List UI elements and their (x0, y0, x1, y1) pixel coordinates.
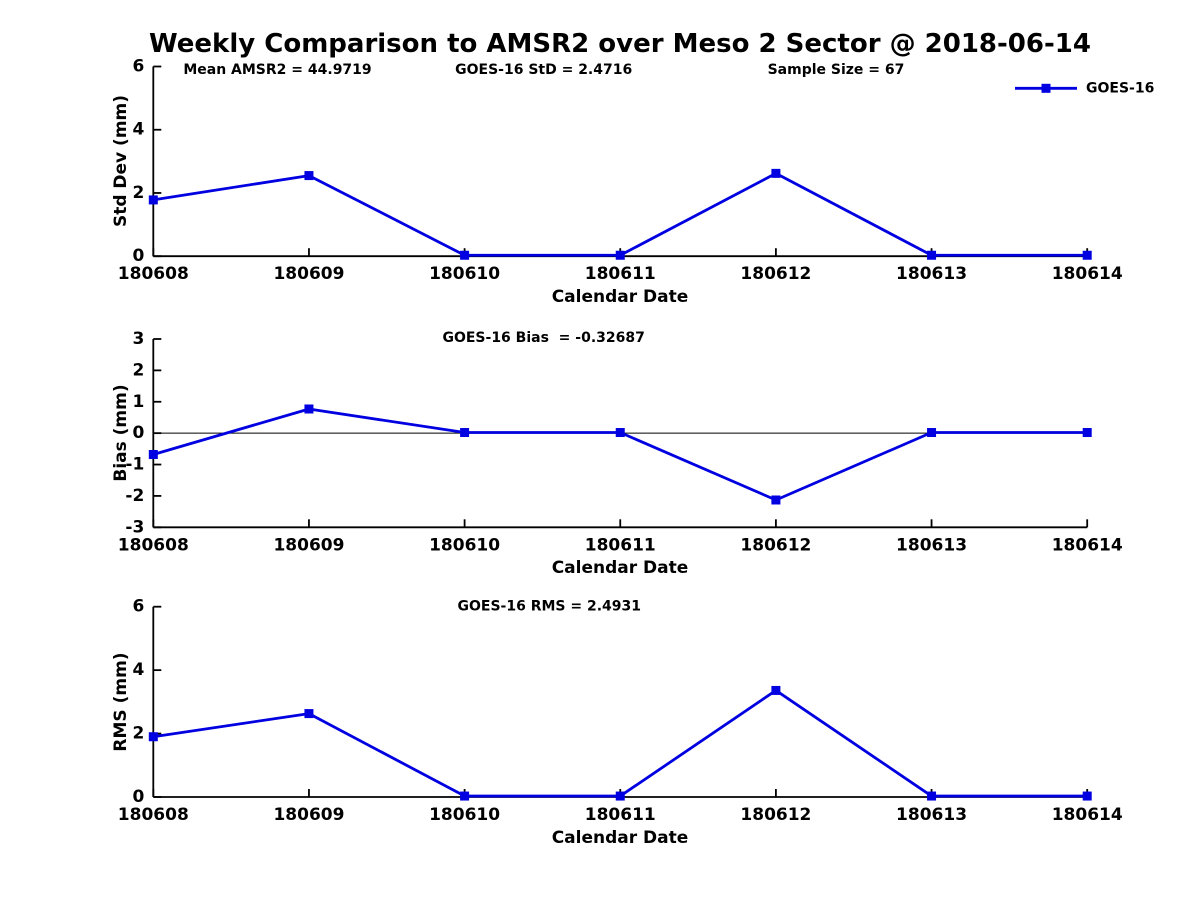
y-tick-label: 1 (132, 392, 144, 412)
data-point-marker (148, 732, 158, 742)
data-point-marker (771, 168, 781, 178)
x-tick-label: 180611 (585, 264, 656, 284)
x-tick-label: 180612 (740, 535, 811, 555)
y-tick-label: 6 (132, 597, 144, 617)
x-axis-label: Calendar Date (551, 287, 689, 307)
y-tick-label: 4 (132, 120, 144, 140)
data-point-marker (615, 428, 625, 438)
y-axis-label-std-dev: Std Dev (mm) (111, 94, 131, 228)
data-point-marker (771, 495, 781, 505)
data-point-marker (1082, 791, 1092, 801)
y-tick-label: -2 (125, 486, 144, 506)
data-point-marker (615, 250, 625, 260)
x-tick-label: 180608 (118, 805, 189, 825)
x-tick-label: 180612 (740, 805, 811, 825)
y-tick-label: 0 (132, 423, 144, 443)
data-point-marker (460, 250, 470, 260)
y-tick-label: 2 (132, 724, 144, 744)
annotation-text: GOES-16 RMS = 2.4931 (458, 599, 642, 615)
x-tick-label: 180608 (118, 535, 189, 555)
data-point-marker (1082, 428, 1092, 438)
y-tick-label: 2 (132, 183, 144, 203)
data-point-marker (771, 685, 781, 695)
std-dev-chart: 0 2 4 6 180608 180609 180610 180611 180612 180613… (118, 57, 1155, 285)
data-point-marker (148, 449, 158, 459)
rms-chart: 0 2 4 6 180608 180609 180610 180611 180612 180613… (118, 597, 1123, 825)
x-tick-label: 180614 (1052, 805, 1123, 825)
y-axis-label-rms: RMS (mm) (111, 652, 131, 752)
y-tick-label: 0 (132, 787, 144, 807)
x-tick-label: 180613 (896, 535, 967, 555)
bias-chart: -3 -2 -1 0 1 2 3 180608 180609 180610 180611 180612… (118, 329, 1123, 555)
x-axis-label: Calendar Date (551, 828, 689, 848)
annotation-text: GOES-16 StD = 2.4716 (455, 62, 632, 78)
data-point-marker (304, 171, 314, 181)
data-point-marker (1082, 250, 1092, 260)
annotation-text: Mean AMSR2 = 44.9719 (183, 62, 371, 78)
data-point-marker (304, 709, 314, 719)
annotation-text: Sample Size = 67 (768, 62, 905, 78)
y-tick-label: 2 (132, 360, 144, 380)
x-tick-label: 180611 (585, 535, 656, 555)
series-line (151, 407, 1089, 502)
y-tick-label: 0 (132, 246, 144, 266)
data-point-marker (304, 404, 314, 414)
x-tick-label: 180610 (429, 535, 500, 555)
annotation-text: GOES-16 Bias = -0.32687 (442, 330, 644, 346)
data-point-marker (148, 195, 158, 205)
legend-marker (1041, 83, 1051, 93)
series-line (151, 689, 1089, 798)
page-title: Weekly Comparison to AMSR2 over Meso 2 S… (149, 29, 1091, 59)
x-tick-label: 180610 (429, 264, 500, 284)
y-tick-label: -3 (125, 517, 144, 537)
x-tick-label: 180610 (429, 805, 500, 825)
x-tick-label: 180612 (740, 264, 811, 284)
data-point-marker (460, 791, 470, 801)
data-point-marker (927, 250, 937, 260)
data-point-marker (615, 791, 625, 801)
y-tick-label: 6 (132, 57, 144, 77)
x-tick-label: 180608 (118, 264, 189, 284)
y-tick-label: -1 (125, 455, 144, 475)
x-axis-label: Calendar Date (551, 558, 689, 578)
y-tick-label: 3 (132, 329, 144, 349)
series-line (151, 171, 1089, 257)
x-tick-label: 180609 (273, 805, 344, 825)
x-tick-label: 180614 (1052, 535, 1123, 555)
data-point-marker (927, 428, 937, 438)
x-tick-label: 180609 (273, 264, 344, 284)
y-tick-label: 4 (132, 660, 144, 680)
x-tick-label: 180609 (273, 535, 344, 555)
x-tick-label: 180613 (896, 805, 967, 825)
y-axis-label-bias: Bias (mm) (111, 384, 131, 482)
data-point-marker (927, 791, 937, 801)
x-tick-label: 180613 (896, 264, 967, 284)
data-point-marker (460, 428, 470, 438)
x-tick-label: 180614 (1052, 264, 1123, 284)
x-tick-label: 180611 (585, 805, 656, 825)
legend-label: GOES-16 (1086, 80, 1154, 96)
